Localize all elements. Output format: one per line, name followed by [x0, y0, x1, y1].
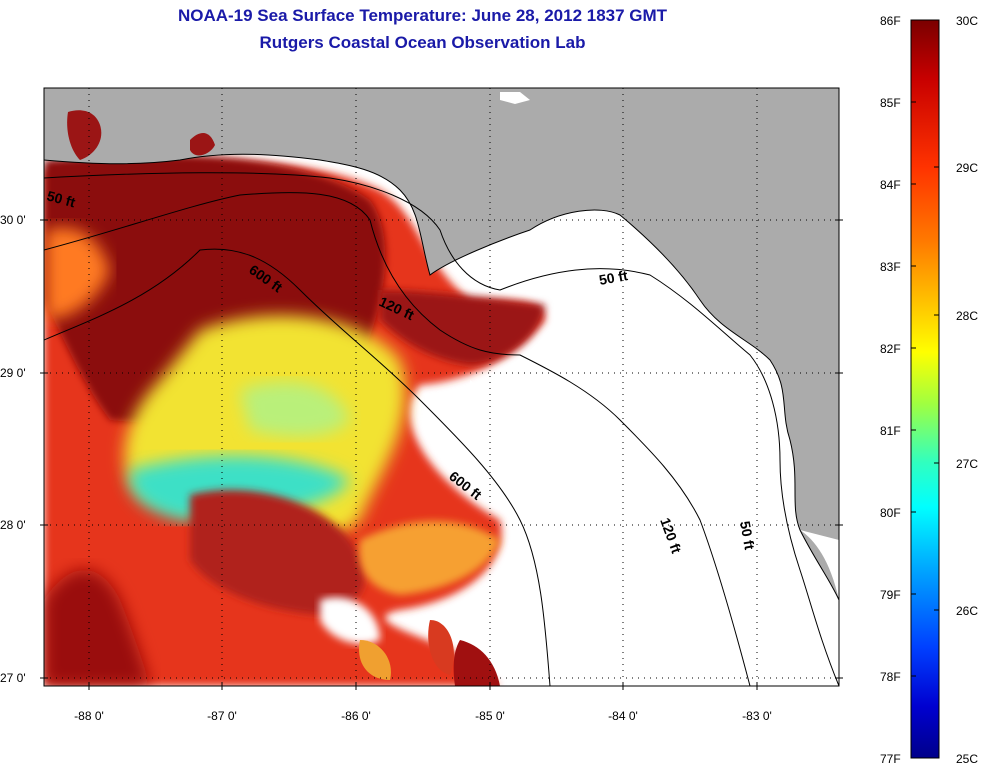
- ticks: [40, 219, 843, 690]
- lat-label: 27 0': [0, 671, 26, 685]
- contour-label: 50 ft: [737, 520, 758, 551]
- lat-label: 28 0': [0, 518, 26, 532]
- lon-label: -83 0': [742, 709, 772, 723]
- colorbar-f-label: 84F: [880, 178, 901, 192]
- colorbar-ticks: [911, 101, 939, 677]
- lat-label: 30 0': [0, 213, 26, 227]
- map-title: NOAA-19 Sea Surface Temperature: June 28…: [177, 6, 668, 25]
- lat-label: 29 0': [0, 366, 26, 380]
- depth-contours: [44, 172, 839, 686]
- colorbar-c-label: 27C: [956, 457, 979, 471]
- graticule: [44, 88, 839, 686]
- lon-label: -87 0': [207, 709, 237, 723]
- contour-label: 50 ft: [598, 267, 629, 288]
- colorbar-c-label: 29C: [956, 161, 979, 175]
- map-subtitle: Rutgers Coastal Ocean Observation Lab: [259, 33, 586, 52]
- lon-label: -88 0': [74, 709, 104, 723]
- colorbar-f-label: 86F: [880, 14, 901, 28]
- colorbar-f-label: 81F: [880, 424, 901, 438]
- lon-label: -85 0': [475, 709, 505, 723]
- lon-label: -84 0': [608, 709, 638, 723]
- colorbar-f-label: 78F: [880, 670, 901, 684]
- colorbar-c-label: 26C: [956, 604, 979, 618]
- colorbar-f-label: 80F: [880, 506, 901, 520]
- latitude-labels: 30 0' 29 0' 28 0' 27 0': [0, 213, 26, 685]
- colorbar: [910, 19, 940, 759]
- colorbar-f-label: 79F: [880, 588, 901, 602]
- lon-label: -86 0': [341, 709, 371, 723]
- sst-field: [44, 154, 545, 686]
- colorbar-f-label: 85F: [880, 96, 901, 110]
- colorbar-f-label: 83F: [880, 260, 901, 274]
- colorbar-c-label: 28C: [956, 309, 979, 323]
- longitude-labels: -88 0' -87 0' -86 0' -85 0' -84 0' -83 0…: [74, 709, 772, 723]
- colorbar-c-label: 25C: [956, 752, 979, 766]
- contour-label: 50 ft: [45, 187, 77, 210]
- colorbar-f-label: 82F: [880, 342, 901, 356]
- map-frame: [43, 87, 840, 687]
- colorbar-c-label: 30C: [956, 14, 979, 28]
- land-mass: [44, 88, 839, 600]
- colorbar-f-label: 77F: [880, 752, 901, 766]
